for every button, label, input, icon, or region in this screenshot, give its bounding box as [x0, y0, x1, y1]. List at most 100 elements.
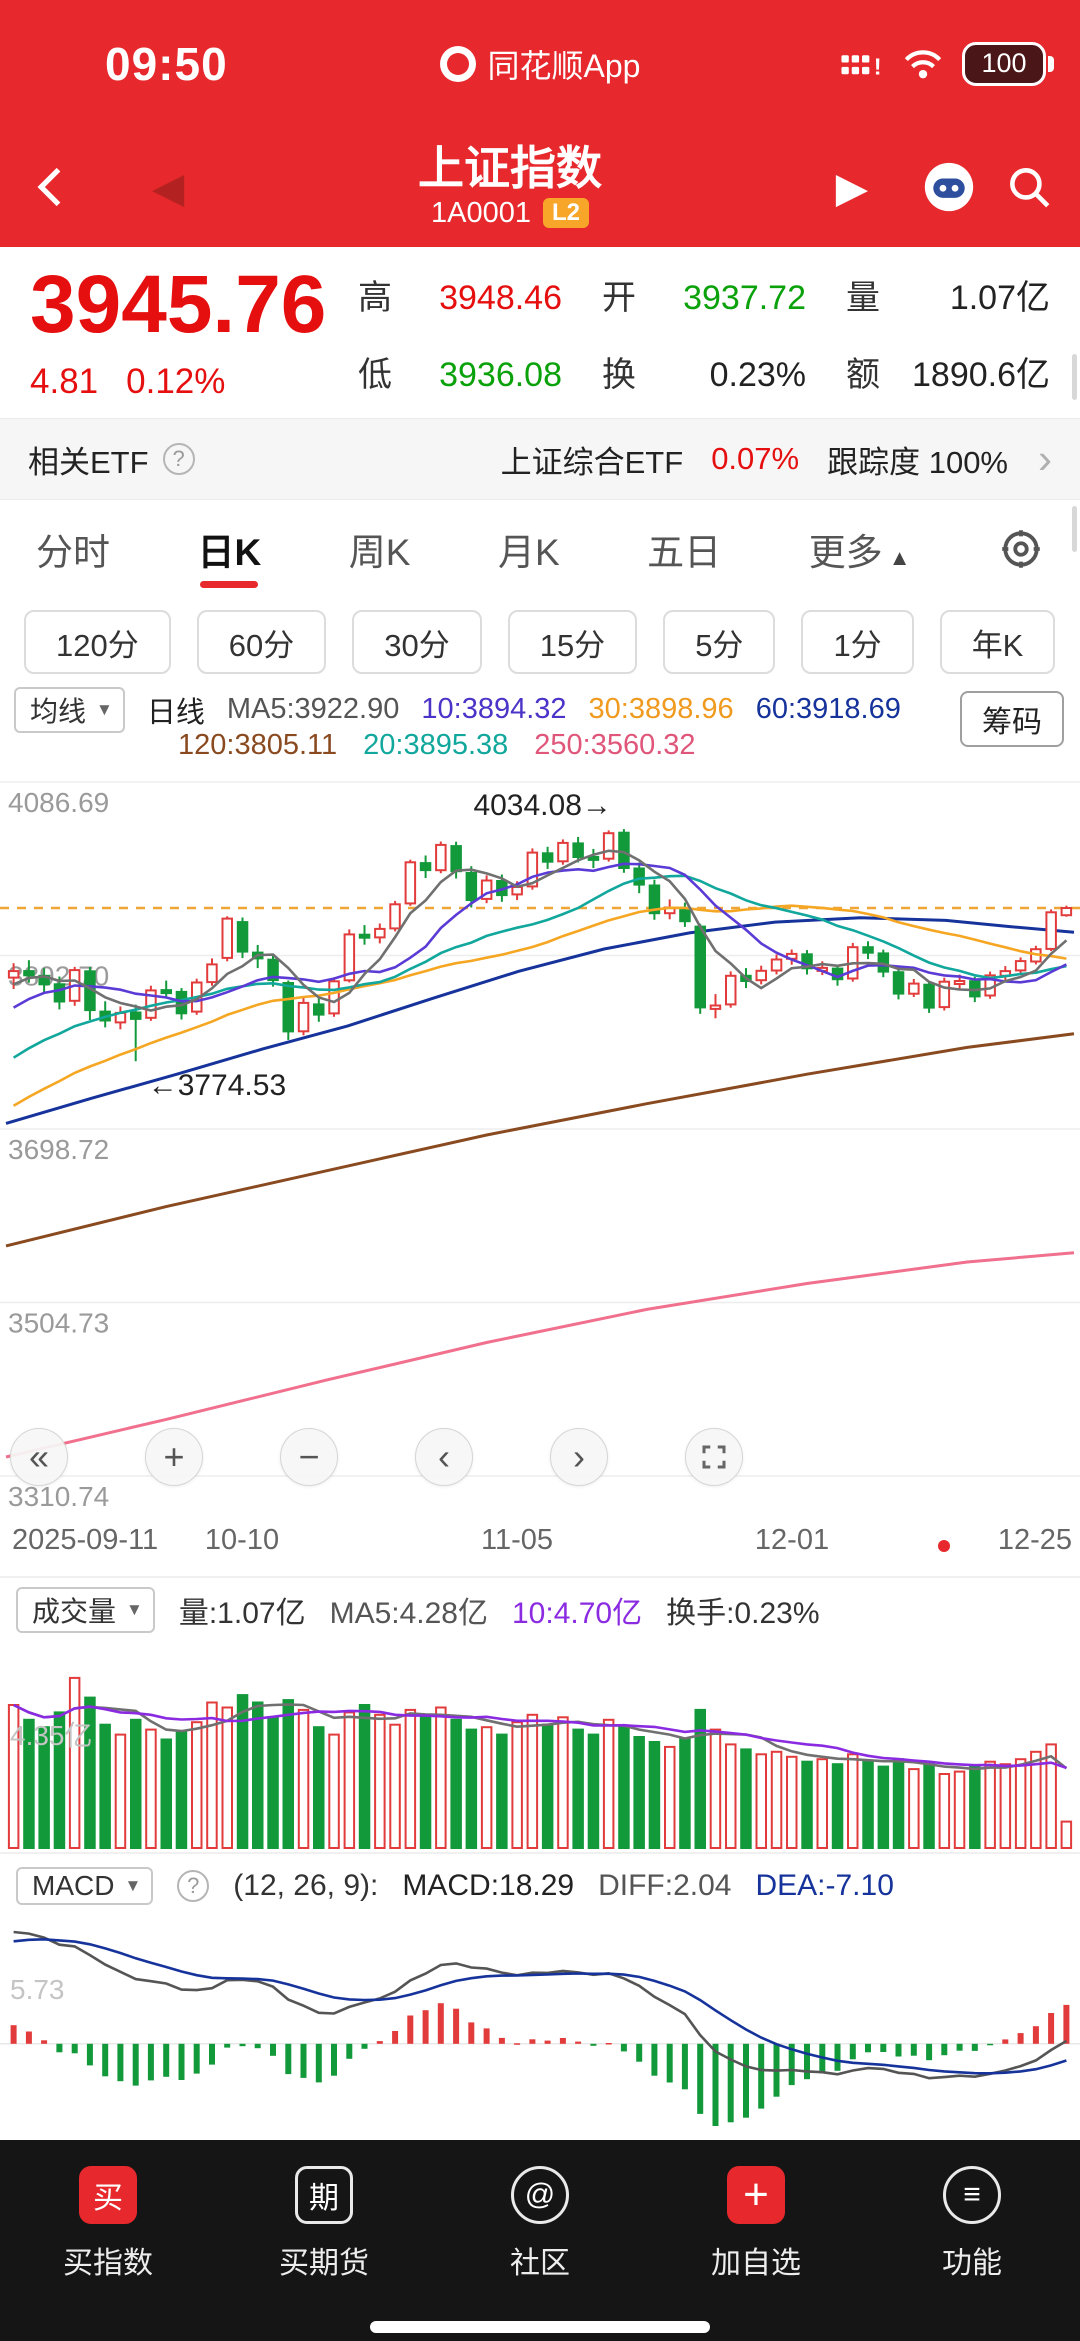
pan-left-button[interactable]: ‹ — [415, 1428, 473, 1486]
macd-help-icon[interactable]: ? — [177, 1870, 210, 1902]
nav-item-加自选[interactable]: + 加自选 — [667, 2166, 845, 2282]
nav-item-社区[interactable]: @ 社区 — [451, 2166, 629, 2282]
chips-button[interactable]: 筹码 — [960, 691, 1064, 747]
period-tabs: 分时 日K 周K 月K 五日 更多 ▲ — [0, 500, 1080, 597]
buy-futures-icon: 期 — [295, 2166, 353, 2224]
page-title: 上证指数 — [418, 142, 602, 195]
help-icon[interactable]: ? — [162, 443, 195, 475]
ma-dropdown-label: 均线 — [30, 695, 87, 727]
prev-stock-button[interactable]: ◀ — [152, 163, 185, 211]
quote-stat-额: 额 1890.6亿 — [846, 355, 1050, 394]
nav-item-功能[interactable]: ≡ 功能 — [883, 2166, 1061, 2282]
tab-日K[interactable]: 日K — [198, 512, 261, 588]
fast-backward-button[interactable]: « — [10, 1428, 68, 1486]
ma-dropdown-button[interactable]: 均线 ▼ — [14, 686, 125, 733]
tab-五日[interactable]: 五日 — [647, 531, 722, 573]
ma5-value: MA5:3922.90 — [226, 693, 400, 725]
ma-legend: 均线 ▼ 日线 MA5:3922.90 10:3894.32 30:3898.9… — [0, 686, 1080, 762]
home-indicator[interactable] — [370, 2321, 710, 2333]
nav-item-label: 功能 — [942, 2247, 1002, 2280]
chart-controls: « + − ‹ › — [10, 1428, 743, 1486]
x-axis-label: 10-10 — [204, 1524, 280, 1556]
macd-params: (12, 26, 9): — [233, 1869, 379, 1902]
nav-item-买指数[interactable]: 买买指数 — [19, 2166, 197, 2282]
status-bar: 09:50 同花顺App ! 100 — [0, 0, 1080, 127]
x-axis-label: 12-25 — [997, 1524, 1072, 1556]
price-change: 4.81 — [30, 361, 99, 401]
svg-text:!: ! — [874, 53, 882, 79]
ma-period-label: 日线 — [146, 696, 205, 729]
wifi-icon — [902, 48, 944, 80]
macd-chart[interactable]: 5.73 — [0, 1918, 1080, 2140]
macd-dropdown-label: MACD — [32, 1870, 115, 1901]
app-name: 同花顺App — [487, 47, 641, 84]
bottom-nav: 买买指数期买期货 @ 社区 + 加自选 ≡ 功能 — [0, 2140, 1080, 2341]
scrollbar-indicator[interactable] — [1072, 354, 1077, 400]
buy-index-icon: 买 — [79, 2166, 137, 2224]
period-button-30分[interactable]: 30分 — [352, 610, 482, 674]
volume-chart-canvas[interactable] — [0, 1642, 1080, 1852]
svg-text:3698.72: 3698.72 — [8, 1134, 109, 1165]
l2-badge: L2 — [542, 198, 589, 229]
quote-stat-低: 低 3936.08 — [358, 355, 562, 394]
ma120-value: 120:3805.11 — [178, 728, 338, 761]
period-button-1分[interactable]: 1分 — [801, 610, 914, 674]
svg-text:3310.74: 3310.74 — [8, 1481, 109, 1510]
kline-settings-icon[interactable] — [998, 526, 1044, 572]
back-button[interactable] — [26, 161, 78, 213]
zoom-in-button[interactable]: + — [145, 1428, 203, 1486]
chevron-down-icon: ▼ — [124, 1876, 142, 1895]
period-button-120分[interactable]: 120分 — [24, 610, 171, 674]
chevron-down-icon: ▼ — [126, 1600, 143, 1619]
kline-chart-canvas[interactable]: 4086.693892.703698.723504.733310.744034.… — [0, 762, 1080, 1510]
ma250-value: 250:3560.32 — [534, 728, 696, 761]
tab-周K[interactable]: 周K — [348, 531, 411, 573]
app-logo-icon — [439, 45, 476, 82]
next-stock-button[interactable]: ▶ — [835, 163, 868, 211]
volume-dropdown-button[interactable]: 成交量 ▼ — [16, 1587, 155, 1633]
features-icon: ≡ — [943, 2166, 1001, 2224]
nav-item-买期货[interactable]: 期买期货 — [235, 2166, 413, 2282]
volume-scale-label: 4.35亿 — [10, 1720, 93, 1751]
nav-item-label: 社区 — [510, 2247, 570, 2280]
kline-chart[interactable]: 4086.69 3892.70 3698.72 3504.73 3310.74 4034.… — [0, 762, 1080, 1510]
status-icons: ! 100 — [750, 41, 1080, 86]
scrollbar-indicator[interactable] — [1072, 506, 1077, 552]
svg-text:4086.69: 4086.69 — [8, 787, 109, 818]
active-tab-underline — [200, 580, 259, 588]
current-price: 3945.76 — [30, 258, 327, 350]
tab-分时[interactable]: 分时 — [36, 531, 110, 573]
battery-icon: 100 — [962, 41, 1046, 86]
volume-value: 量:1.07亿 — [178, 1597, 306, 1630]
status-time: 09:50 — [105, 37, 228, 90]
add-watchlist-icon: + — [727, 2166, 785, 2224]
volume-chart[interactable]: 4.35亿 — [0, 1642, 1080, 1852]
volume-ma10: 10:4.70亿 — [512, 1597, 643, 1630]
related-etf-row[interactable]: 相关ETF ? 上证综合ETF 0.07% 跟踪度 100% › — [0, 418, 1080, 500]
zoom-out-button[interactable]: − — [280, 1428, 338, 1486]
x-axis-label: 12-01 — [754, 1524, 830, 1556]
period-button-15分[interactable]: 15分 — [507, 610, 638, 674]
tab-月K[interactable]: 月K — [497, 531, 560, 573]
svg-text:3504.73: 3504.73 — [8, 1308, 109, 1339]
period-button-年K[interactable]: 年K — [939, 610, 1056, 674]
nav-item-label: 买指数 — [63, 2247, 153, 2280]
macd-chart-canvas[interactable] — [0, 1918, 1080, 2140]
period-button-60分[interactable]: 60分 — [196, 610, 327, 674]
assistant-robot-icon[interactable] — [920, 158, 978, 216]
app-badge: 同花顺App — [330, 41, 750, 87]
chevron-down-icon: ▼ — [96, 699, 113, 719]
quote-stats: 高 3948.46 开 3937.72 量 1.07亿低 3936.08 换 0.23% 额 189… — [358, 270, 1050, 396]
macd-dropdown-button[interactable]: MACD ▼ — [16, 1867, 154, 1905]
quote-stat-换: 换 0.23% — [602, 355, 806, 394]
etf-pct: 0.07% — [711, 441, 800, 476]
price-block: 3945.76 4.81 0.12% — [30, 258, 358, 402]
period-button-5分[interactable]: 5分 — [663, 610, 776, 674]
fullscreen-button[interactable] — [685, 1428, 743, 1486]
pan-right-button[interactable]: › — [550, 1428, 608, 1486]
tab-更多[interactable]: 更多 ▲ — [808, 531, 911, 573]
nav-title-block: 上证指数 1A0001 L2 — [184, 144, 835, 229]
search-icon[interactable] — [1004, 162, 1054, 212]
battery-level: 100 — [981, 48, 1027, 78]
